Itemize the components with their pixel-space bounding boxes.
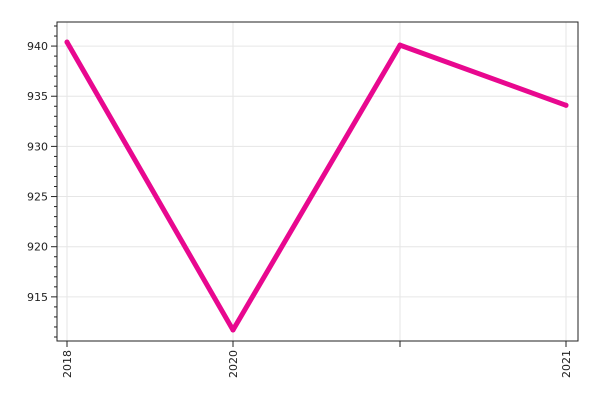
data-point	[563, 102, 569, 108]
data-point	[64, 39, 70, 45]
data-point	[230, 327, 236, 333]
plot-frame	[56, 21, 579, 342]
data-point	[397, 42, 403, 48]
y-tick-label: 935	[27, 90, 48, 103]
x-tick-label: 2020	[227, 350, 240, 378]
axes: 915 920 925 930 935 940 2018 2020 2021	[27, 21, 579, 378]
series-line	[64, 39, 569, 333]
y-tick-label: 925	[27, 191, 48, 204]
y-tick-label: 940	[27, 40, 48, 53]
grid-lines	[57, 22, 578, 341]
y-tick-label: 915	[27, 291, 48, 304]
y-tick-label: 930	[27, 140, 48, 153]
x-tick-label: 2018	[61, 350, 74, 378]
y-tick-label: 920	[27, 241, 48, 254]
series-layer	[64, 39, 569, 333]
x-tick-label: 2021	[560, 350, 573, 378]
